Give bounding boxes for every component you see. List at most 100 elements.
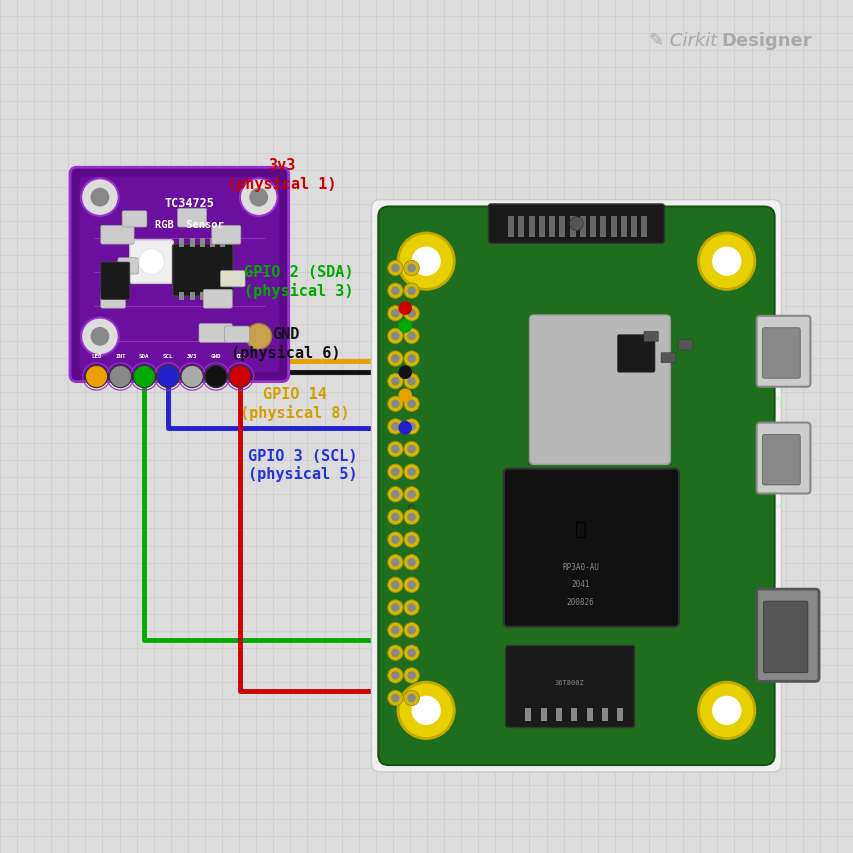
Text: INT: INT [115,354,125,359]
Circle shape [387,600,403,615]
Circle shape [391,603,399,612]
Circle shape [387,532,403,548]
Bar [620,217,626,238]
FancyBboxPatch shape [172,245,233,297]
Text: GPIO 2 (SDA)
(physical 3): GPIO 2 (SDA) (physical 3) [244,264,353,299]
Bar [579,217,585,238]
Text: RGB  Sensor: RGB Sensor [155,219,223,229]
Circle shape [387,645,403,660]
Bar [540,708,546,721]
Circle shape [387,351,403,367]
Circle shape [81,318,119,356]
Circle shape [711,695,741,726]
Circle shape [249,189,268,207]
Text: 🍓: 🍓 [574,519,586,538]
Circle shape [391,648,399,657]
Circle shape [407,648,415,657]
Circle shape [397,234,454,290]
Circle shape [407,264,415,273]
Circle shape [397,320,411,334]
Circle shape [397,302,411,316]
FancyBboxPatch shape [220,271,245,287]
FancyBboxPatch shape [70,168,288,382]
Circle shape [391,558,399,566]
Circle shape [397,421,411,435]
Text: 3V3: 3V3 [187,354,197,359]
Circle shape [403,668,419,683]
Circle shape [403,306,419,322]
FancyBboxPatch shape [617,335,654,373]
Circle shape [403,374,419,389]
Circle shape [157,366,179,388]
Circle shape [391,671,399,680]
Circle shape [387,261,403,276]
FancyBboxPatch shape [101,263,130,300]
Circle shape [229,366,251,388]
Circle shape [407,377,415,386]
FancyBboxPatch shape [756,316,809,387]
Bar [641,217,647,238]
Circle shape [407,355,415,363]
Bar [220,293,225,301]
FancyBboxPatch shape [529,316,670,465]
Circle shape [397,682,454,739]
Circle shape [407,310,415,318]
Circle shape [391,310,399,318]
Circle shape [403,397,419,412]
Circle shape [698,234,754,290]
Bar [548,217,554,238]
Circle shape [387,306,403,322]
Text: VIN: VIN [235,354,245,359]
Circle shape [240,179,277,217]
Circle shape [387,442,403,457]
Circle shape [407,400,415,409]
Bar [569,217,575,238]
Bar [528,217,534,238]
Text: GND
(physical 6): GND (physical 6) [231,327,340,361]
Circle shape [403,509,419,525]
Circle shape [407,287,415,295]
Circle shape [90,189,109,207]
Text: PWR
IN: PWR IN [775,397,786,408]
Text: LED: LED [91,354,102,359]
Circle shape [391,536,399,544]
Circle shape [711,247,741,277]
Bar [518,217,524,238]
Bar [571,708,577,721]
Circle shape [391,287,399,295]
FancyBboxPatch shape [756,589,818,682]
Circle shape [403,690,419,705]
Circle shape [391,377,399,386]
Text: 200826: 200826 [566,597,594,606]
FancyBboxPatch shape [763,601,807,673]
Bar [210,293,215,301]
Bar [555,708,561,721]
Text: GPIO: GPIO [409,502,417,525]
Circle shape [205,366,227,388]
Bar [610,217,616,238]
Circle shape [391,400,399,409]
Bar [189,239,194,247]
Bar [589,217,595,238]
Circle shape [403,261,419,276]
FancyBboxPatch shape [199,324,232,343]
Circle shape [138,249,164,275]
Circle shape [387,577,403,593]
Circle shape [407,490,415,499]
Circle shape [387,328,403,344]
FancyBboxPatch shape [79,177,279,373]
Circle shape [391,513,399,521]
Text: 36T800Z: 36T800Z [554,679,583,686]
Circle shape [403,600,419,615]
Circle shape [391,445,399,454]
Circle shape [85,366,107,388]
Circle shape [403,623,419,638]
FancyBboxPatch shape [762,328,799,379]
FancyBboxPatch shape [101,293,125,309]
Circle shape [403,577,419,593]
Circle shape [109,366,131,388]
Circle shape [407,558,415,566]
Bar [586,708,592,721]
Circle shape [569,218,583,231]
Text: 2041: 2041 [571,580,589,589]
